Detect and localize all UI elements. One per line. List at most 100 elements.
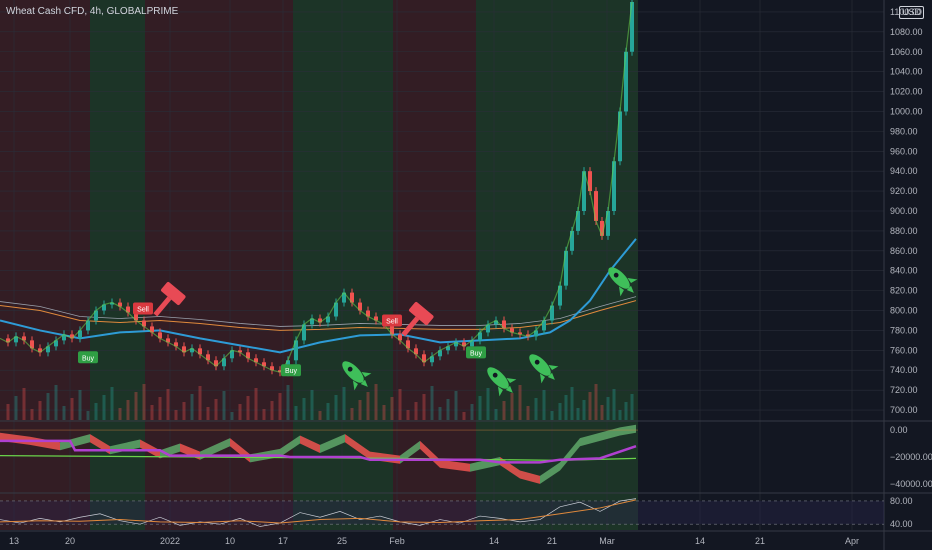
time-axis-label: Feb [389,536,405,546]
time-axis-label: 20 [65,536,75,546]
price-axis-label: 1020.00 [890,87,923,97]
volume-bar [94,403,98,420]
price-axis-label: 980.00 [890,126,918,136]
candle [570,230,574,251]
rocket-icon [608,267,638,297]
candle [110,302,114,305]
buy-signal [466,346,486,359]
volume-bar [486,388,490,420]
candle [118,302,122,307]
candle [326,316,330,323]
volume-bar [134,392,138,420]
volume-bar [142,384,146,420]
volume-bar [310,390,314,420]
price-axis-label: 860.00 [890,246,918,256]
candle [350,292,354,303]
volume-bar [430,386,434,420]
rsi-axis-label: 40.00 [890,519,913,529]
volume-bar [254,388,258,420]
time-axis-label: 14 [695,536,705,546]
candle [600,220,604,236]
volume-bar [14,396,18,420]
oscillator-wave [600,427,620,441]
volume-bar [414,402,418,420]
volume-bar [558,403,562,420]
candle [310,318,314,325]
candle [542,320,546,331]
candle [630,1,634,52]
candle [502,320,506,329]
volume-bar [190,394,194,420]
buy-signal-label: Buy [470,350,483,357]
buy-signal-label: Buy [82,355,95,362]
candle [182,346,186,353]
volume-bar [198,386,202,420]
oscillator-wave [420,440,440,468]
candle [142,320,146,327]
time-axis-label: Mar [599,536,615,546]
candle [262,362,266,367]
volume-bar [518,385,522,420]
oscillator-wave [300,435,320,453]
oscillator-wave [520,470,540,484]
candle [150,326,154,333]
candle [390,324,394,335]
price-axis-label: 1060.00 [890,47,923,57]
oscillator-wave [540,462,560,484]
price-axis-label: 820.00 [890,286,918,296]
volume-bar [6,404,10,420]
volume-bar [564,395,568,420]
candle [166,338,170,343]
candle [534,330,538,337]
trend-zone-bull [476,0,638,530]
oscillator-purple-line [0,439,637,464]
candle [214,360,218,367]
candle [190,348,194,353]
oscillator-wave [200,438,230,460]
candle [446,346,450,351]
candle [518,332,522,335]
volume-bar [334,395,338,420]
candle [582,171,586,211]
candle [222,358,226,367]
oscillator-wave [440,459,470,472]
candle [422,354,426,363]
volume-bar [302,398,306,420]
candle [564,250,568,286]
time-axis-label: Apr [845,536,859,546]
oscillator-wave [160,443,180,459]
candle [478,332,482,341]
candle [246,352,250,359]
volume-bar [606,397,610,420]
volume-bar [438,407,442,420]
price-axis-label: 920.00 [890,186,918,196]
candle [238,350,242,353]
price-axis-label: 780.00 [890,325,918,335]
volume-bar [54,385,58,420]
price-trend-line [0,1,633,373]
candle [270,366,274,371]
volume-bar [118,408,122,420]
candle [254,358,258,363]
oscillator-axis-label: −20000.00 [890,452,932,462]
hammer-icon [401,301,434,337]
oscillator-wave [140,439,160,459]
oscillator-wave [345,434,370,460]
price-axis-label: 740.00 [890,365,918,375]
volume-bar [588,392,592,420]
price-axis-label: 1040.00 [890,67,923,77]
volume-bar [550,411,554,420]
sell-signal-label: Sell [137,307,149,314]
volume-bar [612,389,616,420]
rocket-icon [487,367,517,397]
price-axis-label: 840.00 [890,266,918,276]
volume-bar [206,407,210,420]
volume-bar [86,411,90,420]
volume-bar [46,393,50,420]
volume-bar [534,398,538,420]
volume-bar [166,389,170,420]
volume-bar [570,387,574,420]
rsi-ma-line [0,499,637,524]
